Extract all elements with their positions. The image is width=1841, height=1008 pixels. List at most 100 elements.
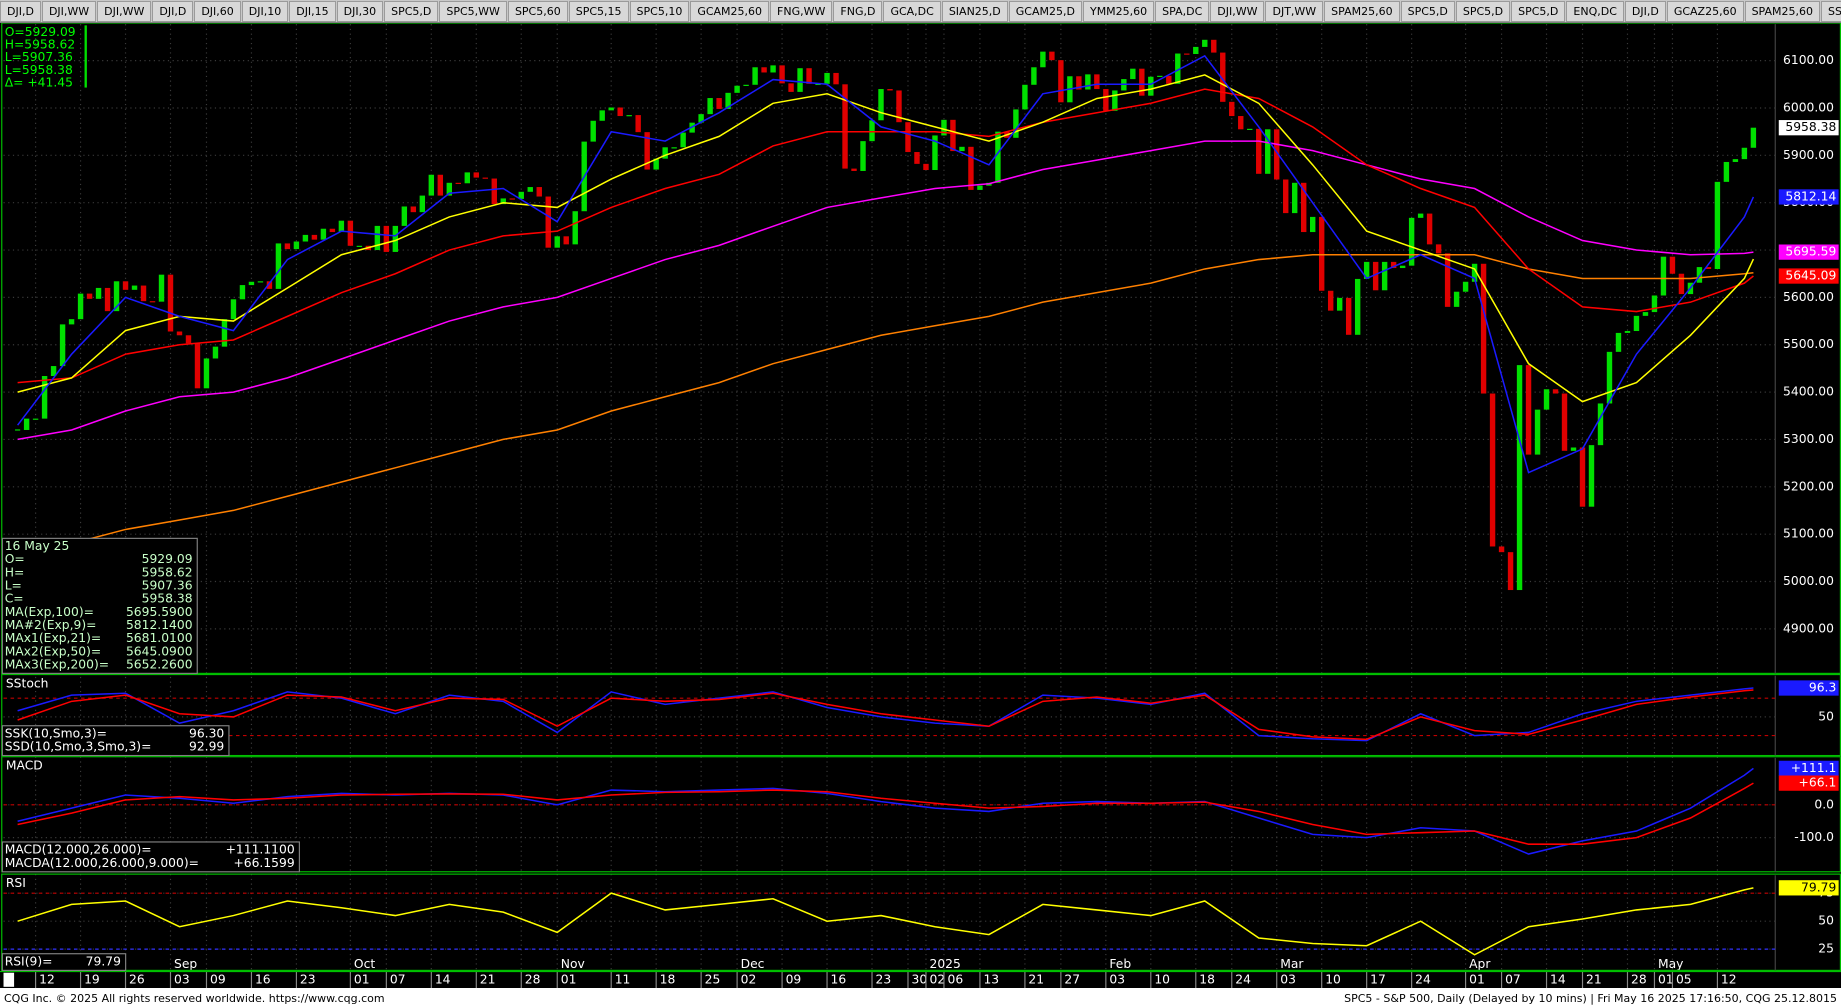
tab[interactable]: DJI,15 [289,1,336,22]
x-tick-label: 26 [129,972,145,986]
candle [302,234,309,242]
candle [1274,129,1280,180]
candle [23,418,30,430]
tab[interactable]: DJI,60 [194,1,241,22]
candle [887,89,893,91]
tab[interactable]: FNG,D [833,1,883,22]
tab[interactable]: SPC5,15 [568,1,629,22]
candle [86,293,93,299]
y-tick-label: 0.0 [1814,797,1834,811]
copyright: CQG Inc. © 2025 All rights reserved worl… [4,991,385,1005]
tab[interactable]: GCAM25,D [1008,1,1082,22]
candle [401,206,408,226]
info-value: 96.30 [189,726,224,740]
candle [482,177,488,179]
candle [1166,75,1172,84]
tab[interactable]: SPC5,D [1511,1,1566,22]
tab[interactable]: ENQ,DC [1566,1,1624,22]
tab[interactable]: DJI,WW [97,1,152,22]
info-value: 79.79 [86,954,121,968]
info-box-frame [1,537,198,674]
candle [1139,68,1145,96]
candle [617,107,623,117]
value-badge [1778,268,1839,284]
tab[interactable]: DJI,10 [241,1,289,22]
candle [1184,53,1190,55]
candle [176,331,183,336]
candle [860,141,866,171]
info-value: 5929.09 [142,552,193,566]
info-box-frame [1,953,127,971]
tab[interactable]: SPAM25,60 [1744,1,1820,22]
candle [491,178,497,205]
tab[interactable]: SPC5,10 [629,1,690,22]
tab[interactable]: DJI,D [152,1,194,22]
candle [32,418,39,420]
info-value: +111.1100 [226,843,295,857]
candle [977,185,983,190]
x-tick-label: 12 [1721,972,1737,986]
tab[interactable]: SPAM25,60 [1324,1,1400,22]
tab[interactable]: DJT,WW [1265,1,1324,22]
candle [968,146,974,190]
tab[interactable]: GCAM25,60 [690,1,770,22]
tab[interactable]: SSAX25,D [1821,1,1841,22]
info-label: RSI(9)= [5,954,53,968]
tab[interactable]: SIAN25,D [941,1,1008,22]
indicator-line [17,54,1755,474]
y-tick-label: 50 [1818,709,1834,723]
x-tick-label: 01 [561,972,577,986]
value-badge [1778,760,1839,777]
tab[interactable]: SPC5,WW [439,1,507,22]
candle [1516,365,1523,591]
candle [356,245,363,247]
tab[interactable]: FNG,WW [770,1,833,22]
pane-border [1,873,1841,971]
x-tick-label: 18 [1199,972,1215,986]
value-badge-label: 79.79 [1801,880,1836,894]
info-value: 5645.0900 [126,644,193,658]
info-value: 5652.2600 [126,657,193,671]
candle [1714,181,1721,269]
tab[interactable]: DJI,WW [41,1,97,22]
candle [455,182,462,184]
candle [185,335,192,344]
tab[interactable]: SPA,DC [1155,1,1210,22]
candle [1570,447,1577,451]
x-tick-label: 03 [1280,972,1296,986]
candle [437,174,444,196]
indicator-line [17,689,1754,741]
tab[interactable]: DJI,30 [336,1,384,22]
candle [392,225,399,252]
x-tick-label: 01 [1469,972,1485,986]
tab[interactable]: GCAZ25,60 [1666,1,1744,22]
tab[interactable]: DJI,D [0,1,41,22]
info-title: 16 May 25 [5,539,70,553]
tab[interactable]: SPC5,D [1455,1,1511,22]
candle [716,98,722,109]
value-badge-label: 5695.59 [1785,245,1836,259]
candle [563,236,569,245]
candle [698,114,704,123]
candle [1372,261,1379,291]
info-box: SSK(10,Smo,3)= 96.30 SSD(10,Smo,3,Smo,3)= 9… [1,725,230,757]
candle [509,198,515,200]
tab[interactable]: GCA,DC [883,1,941,22]
candle [248,281,255,286]
tab[interactable]: DJI,D [1624,1,1666,22]
tab[interactable]: SPC5,D [384,1,439,22]
candle [77,293,84,320]
tab[interactable]: DJI,WW [1210,1,1265,22]
candle [1040,51,1046,68]
tab[interactable]: YMM25,60 [1082,1,1155,22]
x-tick-label: 12 [39,972,55,986]
footer: CQG Inc. © 2025 All rights reserved worl… [0,988,1841,1008]
pane-border [1,673,1841,757]
tab[interactable]: SPC5,D [1400,1,1455,22]
candle [275,243,282,289]
y-tick-label: 5900.00 [1783,148,1834,162]
candle [419,195,426,213]
info-value: 5907.36 [142,579,193,593]
candle [959,146,965,152]
tab[interactable]: SPC5,60 [507,1,568,22]
